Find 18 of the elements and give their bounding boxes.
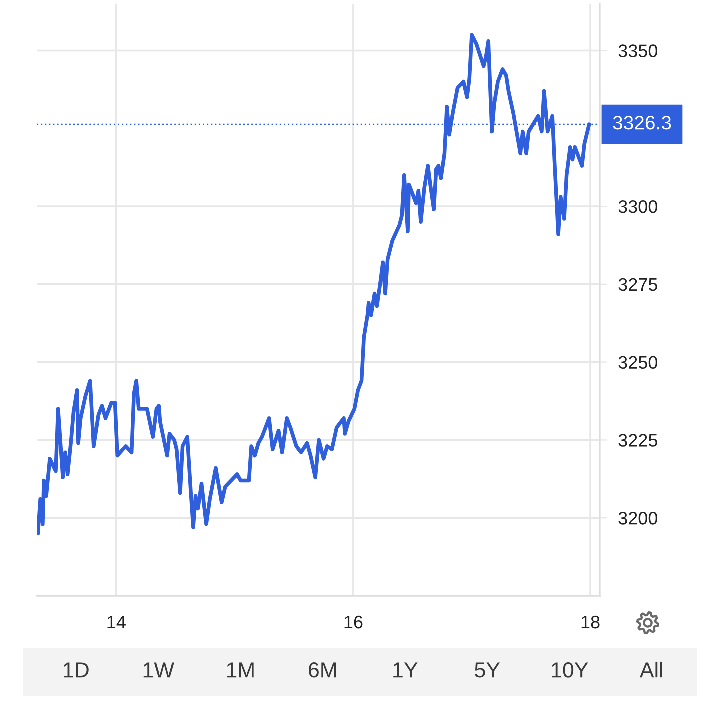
y-tick-label: 3200 [618, 512, 658, 525]
ref-line-label: 3326.3 [613, 116, 672, 130]
x-tick-label: 16 [344, 616, 363, 629]
y-tick-label: 3275 [618, 278, 658, 292]
text: 6M [309, 662, 336, 678]
text: All [640, 662, 662, 678]
x-tick-label: 14 [108, 616, 126, 629]
x-tick-label: 18 [582, 616, 600, 629]
text: 10Y [552, 662, 588, 678]
text: 1M [227, 662, 254, 678]
text: 1Y [394, 662, 418, 678]
y-tick-label: 3250 [618, 356, 658, 370]
text: 1D [64, 662, 89, 678]
text: 1W [144, 662, 174, 678]
y-tick-label: 3300 [618, 200, 658, 214]
text: 5Y [475, 662, 500, 678]
y-tick-label: 3225 [618, 434, 658, 447]
y-tick-label: 3350 [618, 44, 658, 58]
